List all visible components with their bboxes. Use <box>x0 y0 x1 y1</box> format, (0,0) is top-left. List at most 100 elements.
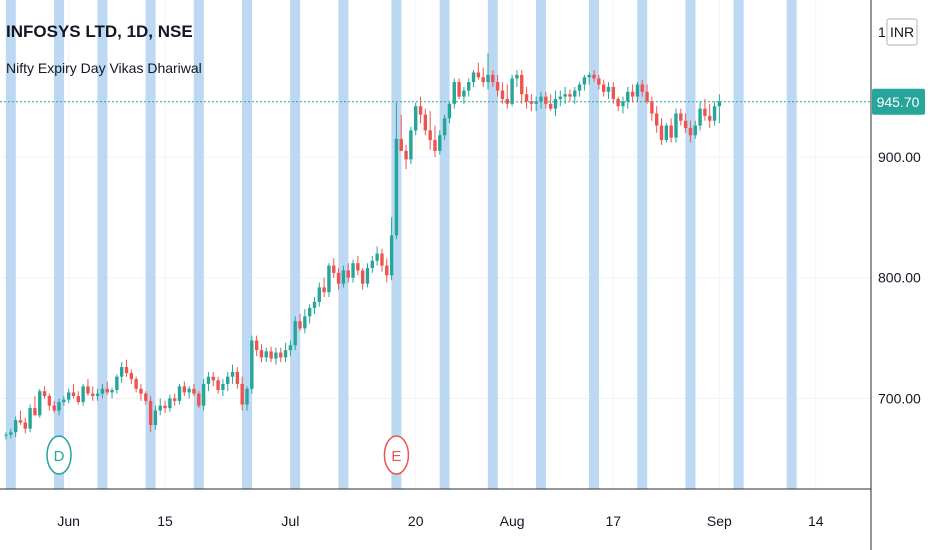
candle-body <box>293 321 297 346</box>
candle-body <box>558 96 562 100</box>
candle <box>81 383 85 406</box>
candle <box>524 86 529 109</box>
candle <box>495 74 500 97</box>
candle <box>712 101 717 126</box>
candle-body <box>404 150 408 160</box>
candle-body <box>182 386 187 393</box>
candle <box>539 91 543 109</box>
candle <box>606 82 611 100</box>
candle <box>13 416 18 438</box>
candle-body <box>621 101 625 107</box>
candle <box>428 111 432 150</box>
marker-letter: E <box>391 448 401 465</box>
candle <box>47 393 52 411</box>
candle <box>626 86 630 109</box>
currency-badge[interactable]: INR <box>886 18 918 46</box>
candle <box>129 369 134 384</box>
candle-body <box>57 402 61 411</box>
candle-body <box>534 101 538 104</box>
candle <box>283 342 288 363</box>
candle-body <box>124 367 129 374</box>
candle <box>534 96 538 112</box>
candle-body <box>645 91 649 102</box>
candle-body <box>86 386 90 394</box>
indicator-title[interactable]: Nifty Expiry Day Vikas Dhariwal <box>6 60 202 76</box>
candle <box>173 393 177 406</box>
time-axis-labels[interactable]: Jun 15 Jul 20 Aug 17 Sep 14 <box>57 513 823 529</box>
candle <box>659 118 664 145</box>
candle-body <box>375 253 379 261</box>
price-axis-labels[interactable]: 700.00 800.00 900.00 <box>878 149 921 406</box>
candle <box>115 374 119 394</box>
candle-body <box>201 383 206 406</box>
candle-body <box>616 99 620 107</box>
marker-bubble <box>383 435 410 475</box>
candle <box>293 316 297 351</box>
candle-body <box>587 74 591 78</box>
time-tick-label: 17 <box>606 513 622 529</box>
candle <box>399 114 403 151</box>
expiry-band <box>193 0 204 489</box>
candle <box>370 255 375 273</box>
candle-body <box>100 388 105 394</box>
candle <box>601 79 606 97</box>
candle-body <box>679 113 683 121</box>
candle-body <box>197 393 201 406</box>
candle-body <box>332 265 336 273</box>
candle <box>467 78 471 97</box>
candle <box>650 96 654 121</box>
candle <box>380 248 384 272</box>
candle <box>688 120 693 143</box>
candle <box>38 388 42 418</box>
expiry-band <box>391 0 402 489</box>
candle-body <box>119 367 124 377</box>
candle <box>683 113 688 133</box>
candle-body <box>529 101 534 104</box>
candle-body <box>505 99 509 104</box>
candle <box>635 82 640 102</box>
candle-body <box>28 408 32 429</box>
candle <box>365 263 370 288</box>
expiry-band <box>145 0 156 489</box>
candle <box>307 304 312 324</box>
candle-body <box>317 287 321 302</box>
candle-body <box>630 91 635 97</box>
candle <box>621 96 625 114</box>
candle-body <box>139 388 143 394</box>
last-price-label: 945.70 <box>877 94 920 110</box>
candle-body <box>110 389 114 393</box>
candle-body <box>717 101 722 107</box>
candle <box>168 394 172 412</box>
candle <box>577 82 582 97</box>
candle-body <box>635 84 640 97</box>
candle <box>322 277 326 298</box>
candle-body <box>322 287 326 293</box>
candle-body <box>341 270 346 284</box>
candle-body <box>158 405 162 411</box>
candle <box>250 335 254 394</box>
candle <box>105 381 109 395</box>
candle <box>119 362 124 383</box>
candle-body <box>177 386 182 401</box>
candle <box>553 90 558 116</box>
candle <box>703 99 707 121</box>
candle-body <box>134 379 138 389</box>
candle-body <box>95 393 100 397</box>
candle <box>153 405 158 430</box>
candle <box>404 144 408 170</box>
candle <box>389 217 394 281</box>
candle-body <box>298 321 302 329</box>
candle <box>674 108 678 143</box>
candle-body <box>264 351 268 358</box>
candle-body <box>495 82 500 91</box>
symbol-title[interactable]: INFOSYS LTD, 1D, NSE <box>6 22 193 41</box>
time-tick-label: Jun <box>57 513 80 529</box>
candle-body <box>187 388 191 393</box>
candle-body <box>153 410 158 426</box>
candle <box>62 396 66 406</box>
candle <box>100 383 105 399</box>
candle <box>259 344 264 363</box>
candle <box>563 86 567 104</box>
candle-body <box>192 388 196 394</box>
